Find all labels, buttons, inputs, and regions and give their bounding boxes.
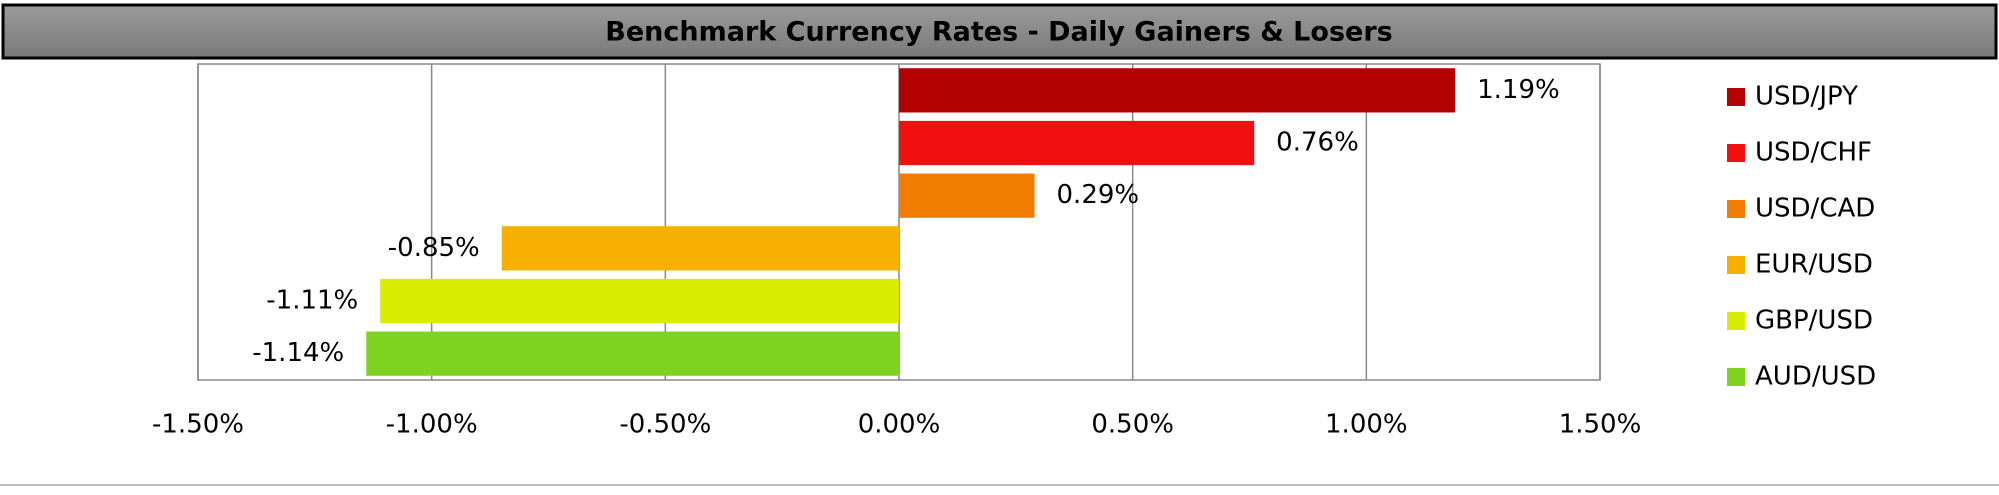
value-label: 1.19%: [1477, 75, 1560, 105]
x-tick-label: -1.50%: [152, 410, 244, 440]
value-label: 0.29%: [1057, 180, 1140, 210]
legend-swatch: [1727, 368, 1745, 386]
legend-label: USD/CHF: [1755, 138, 1872, 168]
legend-swatch: [1727, 144, 1745, 162]
x-tick-label: -1.00%: [386, 410, 478, 440]
x-tick-label: 1.50%: [1559, 410, 1642, 440]
chart-title: Benchmark Currency Rates - Daily Gainers…: [605, 17, 1392, 48]
x-tick-label: 0.00%: [858, 410, 941, 440]
legend-label: EUR/USD: [1755, 250, 1873, 280]
bar: [380, 278, 899, 324]
bar: [899, 173, 1035, 218]
title-bar: [1, 3, 1998, 60]
legend-swatch: [1727, 256, 1745, 274]
legend-label: AUD/USD: [1755, 362, 1876, 392]
x-tick-label: -0.50%: [619, 410, 711, 440]
bar: [899, 68, 1456, 113]
legend-label: USD/CAD: [1755, 194, 1875, 224]
value-label: -0.85%: [388, 233, 480, 263]
legend-swatch: [1727, 312, 1745, 330]
x-tick-label: 0.50%: [1091, 410, 1174, 440]
bar: [899, 120, 1255, 166]
value-label: 0.76%: [1276, 128, 1359, 158]
x-tick-label: 1.00%: [1325, 410, 1408, 440]
bar: [366, 331, 899, 376]
legend-label: USD/JPY: [1755, 82, 1858, 112]
bar: [501, 226, 899, 271]
value-label: -1.14%: [252, 338, 344, 368]
legend-label: GBP/USD: [1755, 306, 1873, 336]
legend-swatch: [1727, 200, 1745, 218]
legend-swatch: [1727, 88, 1745, 106]
value-label: -1.11%: [266, 286, 358, 316]
